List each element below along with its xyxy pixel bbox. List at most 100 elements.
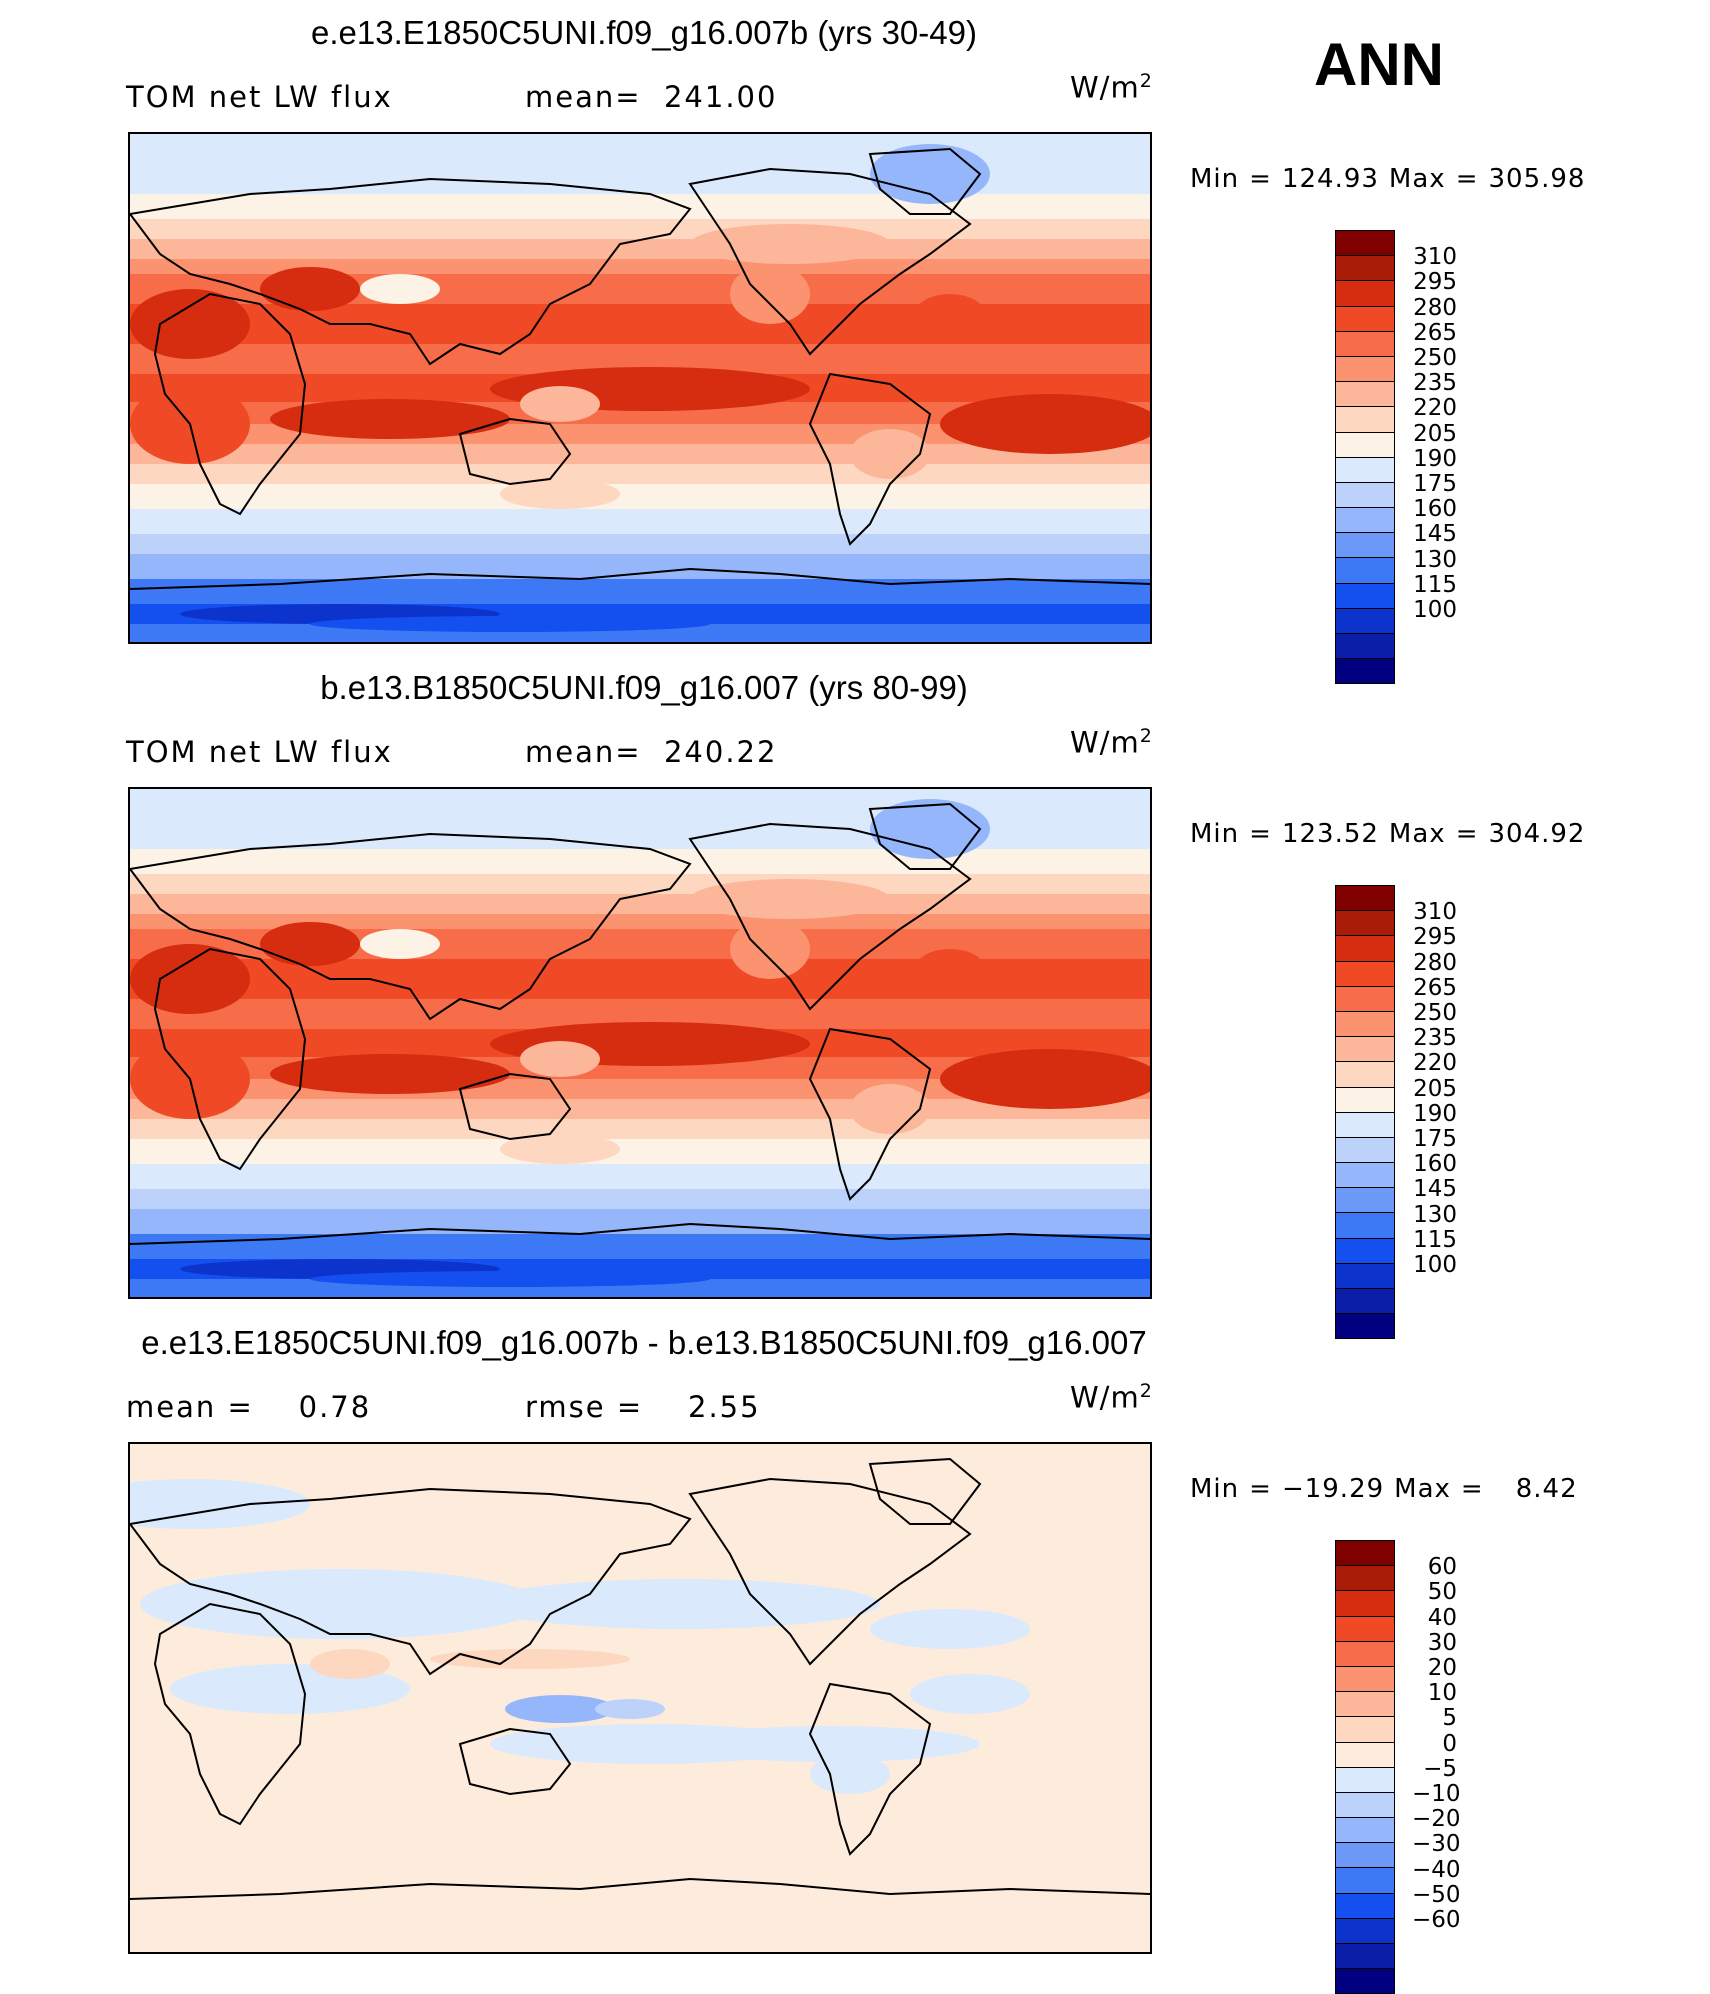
colorbar-swatch <box>1335 1968 1395 1994</box>
units-base: W/m <box>1070 725 1140 760</box>
variable-label: TOM net LW flux <box>126 735 393 769</box>
contour-region <box>260 267 360 311</box>
contour-region <box>940 394 1150 454</box>
colorbar-tick-label: 20 <box>1427 1655 1457 1681</box>
colorbar-swatch <box>1335 1615 1395 1641</box>
contour-band <box>130 554 1150 579</box>
colorbar-swatch <box>1335 431 1395 457</box>
mean-label: mean= <box>525 735 642 769</box>
map-field <box>128 132 1152 644</box>
colorbar-tick-label: 310 <box>1413 899 1457 926</box>
colorbar-swatch <box>1335 1766 1395 1792</box>
colorbar-tick-label: 220 <box>1413 1050 1457 1077</box>
colorbar-tick-label: 190 <box>1413 445 1457 472</box>
diff-mean-readout: mean = 0.78 <box>126 1390 372 1424</box>
max-label: Max <box>1388 819 1446 849</box>
colorbar-tick-label: 235 <box>1413 1025 1457 1052</box>
coastline <box>153 292 307 516</box>
coastline <box>808 1027 932 1201</box>
colorbar-tick-label: 145 <box>1413 521 1457 548</box>
coastline <box>130 1487 692 1676</box>
panel-model-e: e.e13.E1850C5UNI.f09_g16.007b (yrs 30-49… <box>0 0 1710 685</box>
mean-readout: mean= 241.00 <box>525 80 777 114</box>
colorbar-tick-label: 160 <box>1413 1151 1457 1178</box>
units-label: W/m2 <box>1070 1380 1153 1415</box>
min-value: 123.52 <box>1281 819 1379 849</box>
max-label: Max <box>1388 164 1446 194</box>
contour-region <box>360 274 440 304</box>
rmse-value: 2.55 <box>688 1390 761 1424</box>
min-max-readout: Min = −19.29 Max = 8.42 <box>1190 1474 1588 1504</box>
coastline <box>130 832 692 1021</box>
contour-band <box>130 259 1150 274</box>
colorbar-tick-label: 130 <box>1413 1201 1457 1228</box>
colorbar-swatch <box>1335 1313 1395 1340</box>
min-max-readout: Min = 124.93 Max = 305.98 <box>1190 164 1595 194</box>
colorbar-swatch <box>1335 557 1395 583</box>
colorbar-swatch <box>1335 456 1395 482</box>
colorbar-swatch <box>1335 1842 1395 1868</box>
colorbar-swatch <box>1335 330 1395 356</box>
colorbar-tick-label: −5 <box>1423 1755 1457 1782</box>
contour-band <box>130 1119 1150 1139</box>
coastline <box>130 1877 1150 1900</box>
coastline <box>688 822 972 1011</box>
contour-region <box>690 879 890 919</box>
colorbar-tick-label: 30 <box>1427 1629 1457 1656</box>
contour-region <box>500 1134 620 1164</box>
contour-band <box>130 959 1150 999</box>
colorbar-swatch <box>1335 935 1395 961</box>
contour-region <box>690 224 890 264</box>
units-label: W/m2 <box>1070 725 1153 760</box>
rmse-readout: rmse = 2.55 <box>525 1390 761 1424</box>
contour-region <box>915 294 985 334</box>
contour-region <box>140 1569 540 1639</box>
panel-model-b: b.e13.B1850C5UNI.f09_g16.007 (yrs 80-99)… <box>0 655 1710 1340</box>
contour-region <box>910 1674 1030 1714</box>
colorbar-tick-label: 100 <box>1413 597 1457 623</box>
equals-sign: = <box>1455 164 1479 194</box>
contour-region <box>730 919 810 979</box>
map-field <box>128 1442 1152 1954</box>
variable-label: TOM net LW flux <box>126 80 393 114</box>
contour-region <box>810 1754 890 1794</box>
contour-region <box>520 386 600 422</box>
coastline <box>868 1457 982 1525</box>
colorbar-tick-label: 265 <box>1413 974 1457 1001</box>
colorbar-swatch <box>1335 1061 1395 1087</box>
world-map <box>130 789 1150 1297</box>
contour-band <box>130 304 1150 344</box>
equals-sign: = <box>1249 164 1272 194</box>
contour-region <box>270 399 510 439</box>
coastline <box>153 947 307 1171</box>
max-label: Max <box>1394 1474 1451 1504</box>
contour-band <box>130 914 1150 929</box>
colorbar-tick-label: −30 <box>1412 1831 1461 1858</box>
coastline <box>688 167 972 356</box>
colorbar-swatch <box>1335 1817 1395 1843</box>
contour-region <box>360 929 440 959</box>
colorbar-swatch <box>1335 1917 1395 1943</box>
units-exponent: 2 <box>1139 725 1153 747</box>
colorbar-tick-label: 205 <box>1413 420 1457 447</box>
world-map <box>130 1444 1150 1952</box>
colorbar-tick-label: 175 <box>1413 471 1457 497</box>
mean-value: 240.22 <box>663 735 778 769</box>
contour-region <box>130 289 250 359</box>
contour-band <box>130 134 1150 194</box>
contour-band <box>130 464 1150 484</box>
contour-band <box>130 1209 1150 1234</box>
colorbar-tick-label: −20 <box>1412 1806 1461 1833</box>
rmse-label: rmse = <box>525 1390 644 1424</box>
colorbar-tick-label: 145 <box>1413 1176 1457 1203</box>
equals-sign: = <box>1249 819 1272 849</box>
colorbar-swatch <box>1335 1867 1395 1893</box>
colorbar-tick-label: 190 <box>1413 1100 1457 1127</box>
colorbar <box>1335 1540 1395 1994</box>
colorbar-tick-label: 205 <box>1413 1075 1457 1102</box>
max-value: 304.92 <box>1488 819 1586 849</box>
units-base: W/m <box>1070 70 1140 105</box>
colorbar-swatch <box>1335 1590 1395 1616</box>
contour-region <box>480 1579 880 1629</box>
panel-difference: e.e13.E1850C5UNI.f09_g16.007b - b.e13.B1… <box>0 1310 1710 1994</box>
